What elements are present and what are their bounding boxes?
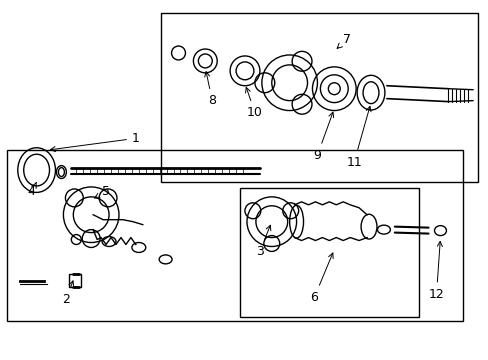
Text: 10: 10	[245, 87, 263, 119]
Text: 3: 3	[255, 225, 270, 258]
Bar	[161, 13, 477, 182]
Text: 4: 4	[28, 183, 36, 198]
Text: 12: 12	[428, 242, 444, 301]
Text: 2: 2	[62, 281, 74, 306]
Bar	[7, 150, 462, 321]
Text: 8: 8	[204, 72, 216, 107]
Bar	[69, 274, 81, 287]
Bar	[240, 188, 418, 317]
Text: 7: 7	[336, 33, 350, 48]
Text: 1: 1	[50, 132, 140, 152]
Text: 11: 11	[346, 106, 370, 168]
Text: 6: 6	[310, 253, 332, 303]
Text: 5: 5	[94, 185, 110, 198]
Text: 9: 9	[313, 112, 333, 162]
